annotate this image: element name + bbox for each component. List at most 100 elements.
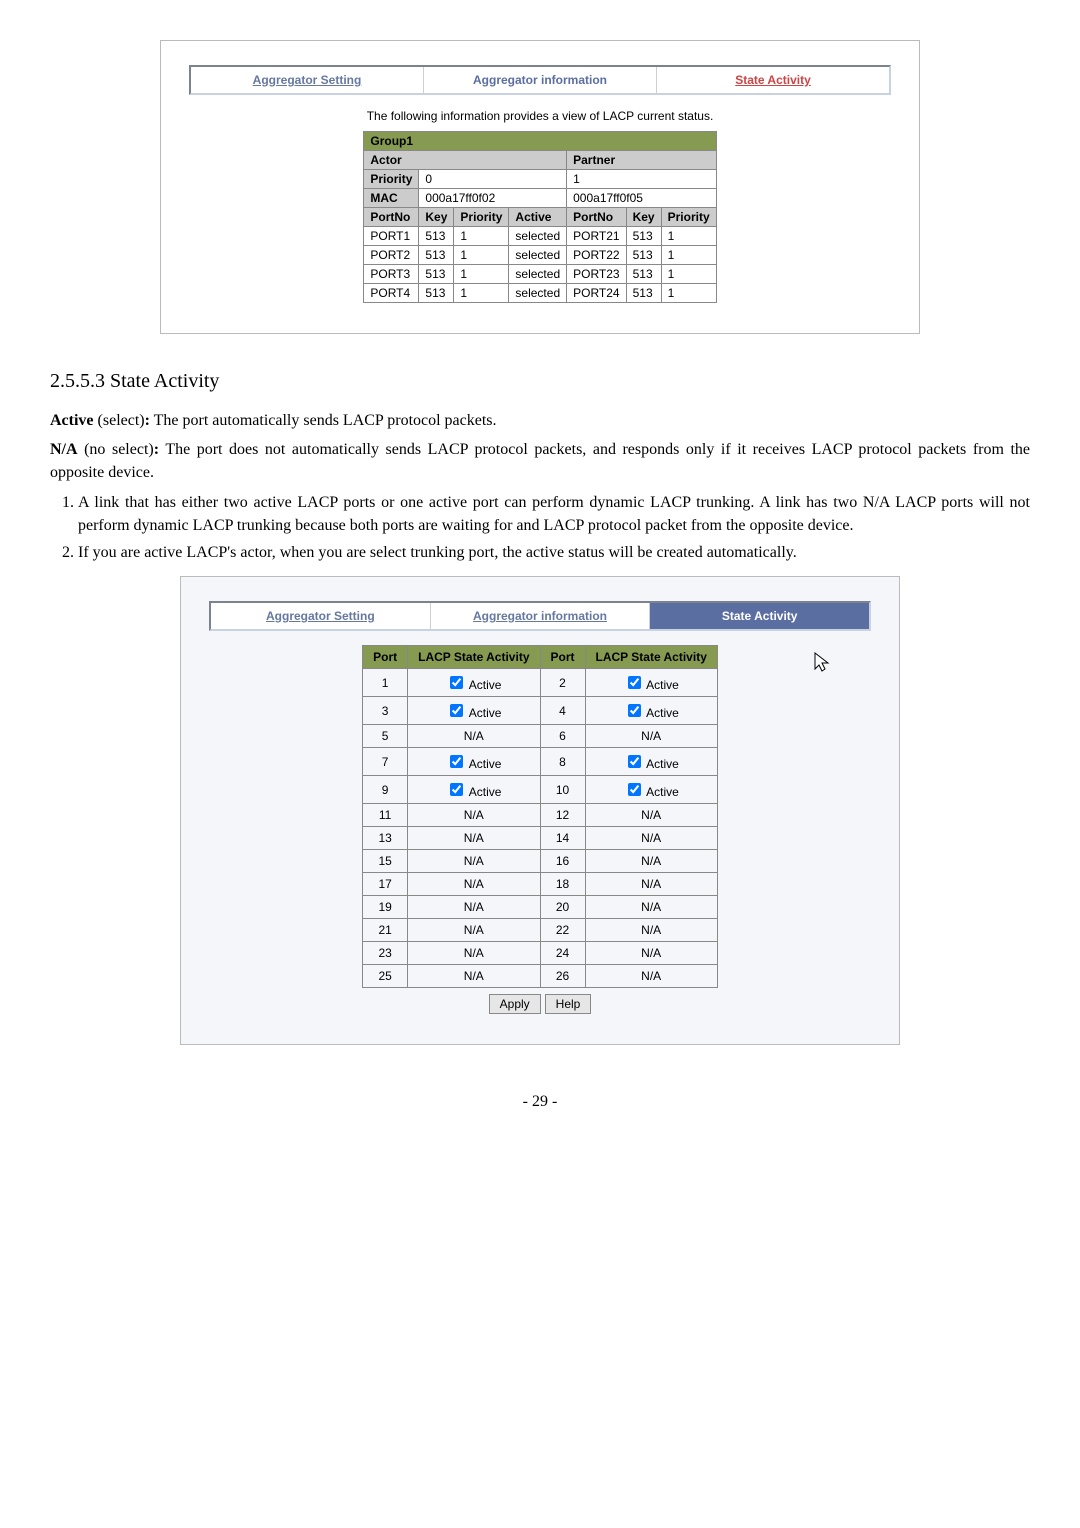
tab-bar-2: Aggregator Setting Aggregator informatio… — [209, 601, 871, 631]
sa-col-port-r: Port — [540, 646, 585, 669]
table-row: PORT45131selectedPORT245131 — [364, 284, 716, 303]
port-cell: 3 — [363, 697, 408, 725]
col-actor-priority: Priority — [454, 208, 509, 227]
state-cell: Active — [585, 697, 717, 725]
state-cell: N/A — [408, 919, 540, 942]
table-row: 5N/A6N/A — [363, 725, 718, 748]
active-checkbox-label[interactable]: Active — [446, 785, 501, 799]
port-cell: 12 — [540, 804, 585, 827]
port-cell: 26 — [540, 965, 585, 988]
active-checkbox-label[interactable]: Active — [446, 678, 501, 692]
table-row: 15N/A16N/A — [363, 850, 718, 873]
col-actor-portno: PortNo — [364, 208, 419, 227]
tab2-aggregator-setting[interactable]: Aggregator Setting — [211, 603, 431, 629]
figure-caption: The following information provides a vie… — [189, 109, 891, 123]
active-checkbox[interactable] — [450, 704, 463, 717]
state-cell: N/A — [408, 804, 540, 827]
active-checkbox[interactable] — [628, 783, 641, 796]
table-cell: 1 — [454, 227, 509, 246]
state-cell: N/A — [585, 873, 717, 896]
apply-button[interactable]: Apply — [489, 994, 541, 1014]
port-cell: 18 — [540, 873, 585, 896]
port-cell: 25 — [363, 965, 408, 988]
table-cell: 1 — [661, 265, 716, 284]
tab2-state-activity[interactable]: State Activity — [650, 603, 869, 629]
para-active: Active (select): The port automatically … — [50, 409, 1030, 432]
mac-label: MAC — [364, 189, 419, 208]
table-cell: PORT1 — [364, 227, 419, 246]
table-row: 13N/A14N/A — [363, 827, 718, 850]
sa-col-state-r: LACP State Activity — [585, 646, 717, 669]
active-checkbox-label[interactable]: Active — [624, 678, 679, 692]
table-row: 1 Active2 Active — [363, 669, 718, 697]
para-na: N/A (no select): The port does not autom… — [50, 438, 1030, 484]
group-header: Group1 — [364, 132, 716, 151]
state-cell: Active — [408, 748, 540, 776]
active-checkbox-label[interactable]: Active — [624, 757, 679, 771]
table-row: 11N/A12N/A — [363, 804, 718, 827]
state-cell: Active — [585, 748, 717, 776]
col-partner-key: Key — [626, 208, 661, 227]
tab-state-activity[interactable]: State Activity — [657, 67, 889, 93]
para-na-bold: N/A — [50, 441, 78, 458]
port-cell: 2 — [540, 669, 585, 697]
port-cell: 9 — [363, 776, 408, 804]
port-cell: 15 — [363, 850, 408, 873]
numbered-list: A link that has either two active LACP p… — [50, 491, 1030, 565]
tab-aggregator-info[interactable]: Aggregator information — [424, 67, 657, 93]
state-cell: N/A — [585, 965, 717, 988]
tab-aggregator-setting[interactable]: Aggregator Setting — [191, 67, 424, 93]
active-checkbox[interactable] — [450, 755, 463, 768]
port-cell: 22 — [540, 919, 585, 942]
table-cell: 1 — [454, 265, 509, 284]
active-checkbox[interactable] — [628, 676, 641, 689]
col-partner-portno: PortNo — [567, 208, 626, 227]
state-cell: N/A — [585, 896, 717, 919]
table-cell: 1 — [661, 227, 716, 246]
para-active-paren: (select) — [94, 412, 145, 429]
active-checkbox-label[interactable]: Active — [446, 757, 501, 771]
table-row: 21N/A22N/A — [363, 919, 718, 942]
table-row: 7 Active8 Active — [363, 748, 718, 776]
partner-mac: 000a17ff0f05 — [567, 189, 717, 208]
table-cell: 513 — [626, 227, 661, 246]
table-row: 17N/A18N/A — [363, 873, 718, 896]
actor-priority: 0 — [419, 170, 567, 189]
table-cell: selected — [509, 227, 567, 246]
table-cell: 1 — [454, 246, 509, 265]
state-activity-table: Port LACP State Activity Port LACP State… — [362, 645, 718, 988]
active-checkbox[interactable] — [628, 704, 641, 717]
col-actor-key: Key — [419, 208, 454, 227]
active-checkbox[interactable] — [450, 676, 463, 689]
active-checkbox[interactable] — [628, 755, 641, 768]
col-actor-active: Active — [509, 208, 567, 227]
state-cell: Active — [408, 669, 540, 697]
table-cell: 513 — [626, 265, 661, 284]
active-checkbox-label[interactable]: Active — [624, 706, 679, 720]
table-cell: PORT21 — [567, 227, 626, 246]
state-cell: N/A — [408, 896, 540, 919]
help-button[interactable]: Help — [545, 994, 592, 1014]
table-cell: 513 — [419, 227, 454, 246]
active-checkbox-label[interactable]: Active — [624, 785, 679, 799]
port-cell: 16 — [540, 850, 585, 873]
table-cell: PORT24 — [567, 284, 626, 303]
state-cell: N/A — [408, 873, 540, 896]
active-checkbox[interactable] — [450, 783, 463, 796]
table-cell: selected — [509, 265, 567, 284]
aggregator-info-figure: Aggregator Setting Aggregator informatio… — [160, 40, 920, 334]
col-partner-priority: Priority — [661, 208, 716, 227]
actor-header: Actor — [364, 151, 567, 170]
port-cell: 17 — [363, 873, 408, 896]
table-cell: selected — [509, 284, 567, 303]
state-cell: N/A — [585, 919, 717, 942]
table-row: 19N/A20N/A — [363, 896, 718, 919]
state-cell: Active — [408, 697, 540, 725]
port-cell: 19 — [363, 896, 408, 919]
table-cell: 513 — [419, 265, 454, 284]
active-checkbox-label[interactable]: Active — [446, 706, 501, 720]
tab2-aggregator-info[interactable]: Aggregator information — [431, 603, 651, 629]
list-item-2: If you are active LACP's actor, when you… — [78, 541, 1030, 564]
para-active-bold: Active — [50, 412, 94, 429]
state-cell: N/A — [408, 965, 540, 988]
